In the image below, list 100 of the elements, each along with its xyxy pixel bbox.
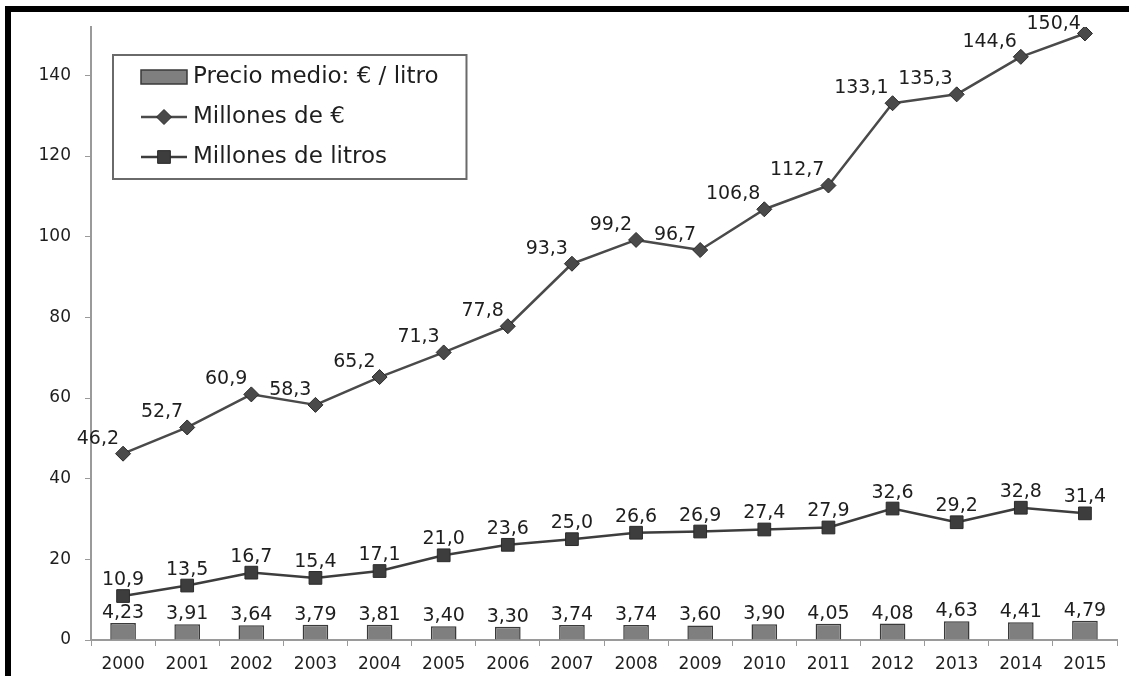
data-label: 4,05 xyxy=(807,600,850,623)
point xyxy=(435,344,452,361)
data-label: 16,7 xyxy=(230,543,273,566)
point xyxy=(629,525,643,540)
data-label: 112,7 xyxy=(770,157,825,180)
data-label: 58,3 xyxy=(269,376,312,399)
data-label: 3,64 xyxy=(230,602,273,625)
point xyxy=(499,318,516,335)
data-label: 135,3 xyxy=(898,66,953,89)
x-tick-label: 2001 xyxy=(165,652,209,673)
point xyxy=(565,532,579,547)
data-label: 4,41 xyxy=(999,599,1042,622)
x-tick-label: 2007 xyxy=(550,652,594,673)
point xyxy=(628,231,645,248)
data-label: 77,8 xyxy=(461,298,504,321)
data-label: 32,6 xyxy=(871,479,914,502)
x-tick-label: 2008 xyxy=(614,652,658,673)
x-tick-label: 2004 xyxy=(357,652,402,673)
data-label: 17,1 xyxy=(358,542,401,565)
data-label: 4,08 xyxy=(871,600,914,623)
x-tick-label: 2002 xyxy=(229,652,273,673)
data-label: 52,7 xyxy=(140,399,184,422)
data-label: 65,2 xyxy=(333,349,376,372)
point xyxy=(948,86,965,103)
point xyxy=(371,369,388,386)
legend-label: Precio medio: € / litro xyxy=(193,61,439,88)
point xyxy=(179,419,196,436)
x-tick-label: 2015 xyxy=(1063,652,1107,673)
data-label: 60,9 xyxy=(205,366,248,389)
y-tick-label: 100 xyxy=(38,225,71,246)
data-label: 4,23 xyxy=(101,599,145,622)
data-label: 93,3 xyxy=(525,235,568,258)
data-label: 4,79 xyxy=(1063,597,1107,620)
data-label: 3,81 xyxy=(358,601,401,624)
point xyxy=(757,522,772,537)
point xyxy=(692,242,709,259)
data-label: 4,63 xyxy=(935,598,978,621)
data-label: 96,7 xyxy=(653,222,697,245)
data-label: 71,3 xyxy=(397,324,440,347)
x-tick-label: 2000 xyxy=(101,652,145,673)
y-tick-label: 40 xyxy=(49,467,71,488)
data-label: 25,0 xyxy=(550,510,594,533)
point xyxy=(1012,48,1029,65)
data-label: 106,8 xyxy=(705,181,761,204)
point xyxy=(500,537,515,552)
point xyxy=(180,578,195,593)
data-label: 3,40 xyxy=(422,603,465,626)
data-label: 29,2 xyxy=(935,493,978,516)
data-label: 3,79 xyxy=(294,601,337,624)
x-tick-label: 2011 xyxy=(806,652,851,673)
data-label: 32,8 xyxy=(999,478,1042,501)
data-label: 3,30 xyxy=(486,603,529,626)
legend-label: Millones de litros xyxy=(193,141,387,168)
point xyxy=(307,396,324,413)
data-label: 23,6 xyxy=(486,515,529,538)
y-tick-label: 60 xyxy=(49,386,71,407)
point xyxy=(885,501,900,516)
data-label: 27,9 xyxy=(807,498,850,521)
data-label: 26,6 xyxy=(614,503,658,526)
data-label: 31,4 xyxy=(1063,484,1107,507)
y-tick-label: 0 xyxy=(60,628,71,649)
data-label: 144,6 xyxy=(962,28,1017,51)
y-tick-label: 80 xyxy=(49,305,71,326)
point xyxy=(244,565,259,580)
x-tick-label: 2010 xyxy=(742,652,786,673)
x-tick-label: 2012 xyxy=(870,652,915,673)
data-label: 3,74 xyxy=(614,601,658,624)
data-label: 15,4 xyxy=(294,548,337,571)
data-label: 46,2 xyxy=(76,425,120,448)
point xyxy=(563,255,580,272)
y-tick-label: 140 xyxy=(38,63,71,84)
point xyxy=(949,515,964,530)
point xyxy=(756,201,773,218)
point xyxy=(693,524,708,539)
x-tick-label: 2013 xyxy=(935,652,979,673)
point xyxy=(1078,506,1092,521)
data-label: 10,9 xyxy=(101,567,145,590)
y-tick-label: 20 xyxy=(49,547,71,568)
data-label: 150,4 xyxy=(1026,11,1081,33)
data-label: 133,1 xyxy=(834,75,889,98)
point xyxy=(372,564,387,578)
data-label: 21,0 xyxy=(422,526,465,549)
x-tick-label: 2006 xyxy=(486,652,530,673)
legend-label: Millones de € xyxy=(193,101,345,128)
data-label: 3,74 xyxy=(550,601,594,624)
x-tick-label: 2014 xyxy=(999,652,1043,673)
x-tick-label: 2009 xyxy=(678,652,722,673)
point xyxy=(884,95,901,112)
point xyxy=(243,386,260,403)
data-label: 27,4 xyxy=(743,500,786,523)
x-tick-label: 2005 xyxy=(422,652,466,673)
data-label: 3,91 xyxy=(166,601,209,624)
data-label: 26,9 xyxy=(679,502,722,525)
point xyxy=(308,571,323,585)
point xyxy=(116,589,130,603)
x-tick-label: 2003 xyxy=(293,652,338,673)
point xyxy=(821,520,836,535)
point xyxy=(1013,500,1028,515)
data-label: 13,5 xyxy=(166,556,209,579)
data-label: 3,90 xyxy=(743,601,786,624)
